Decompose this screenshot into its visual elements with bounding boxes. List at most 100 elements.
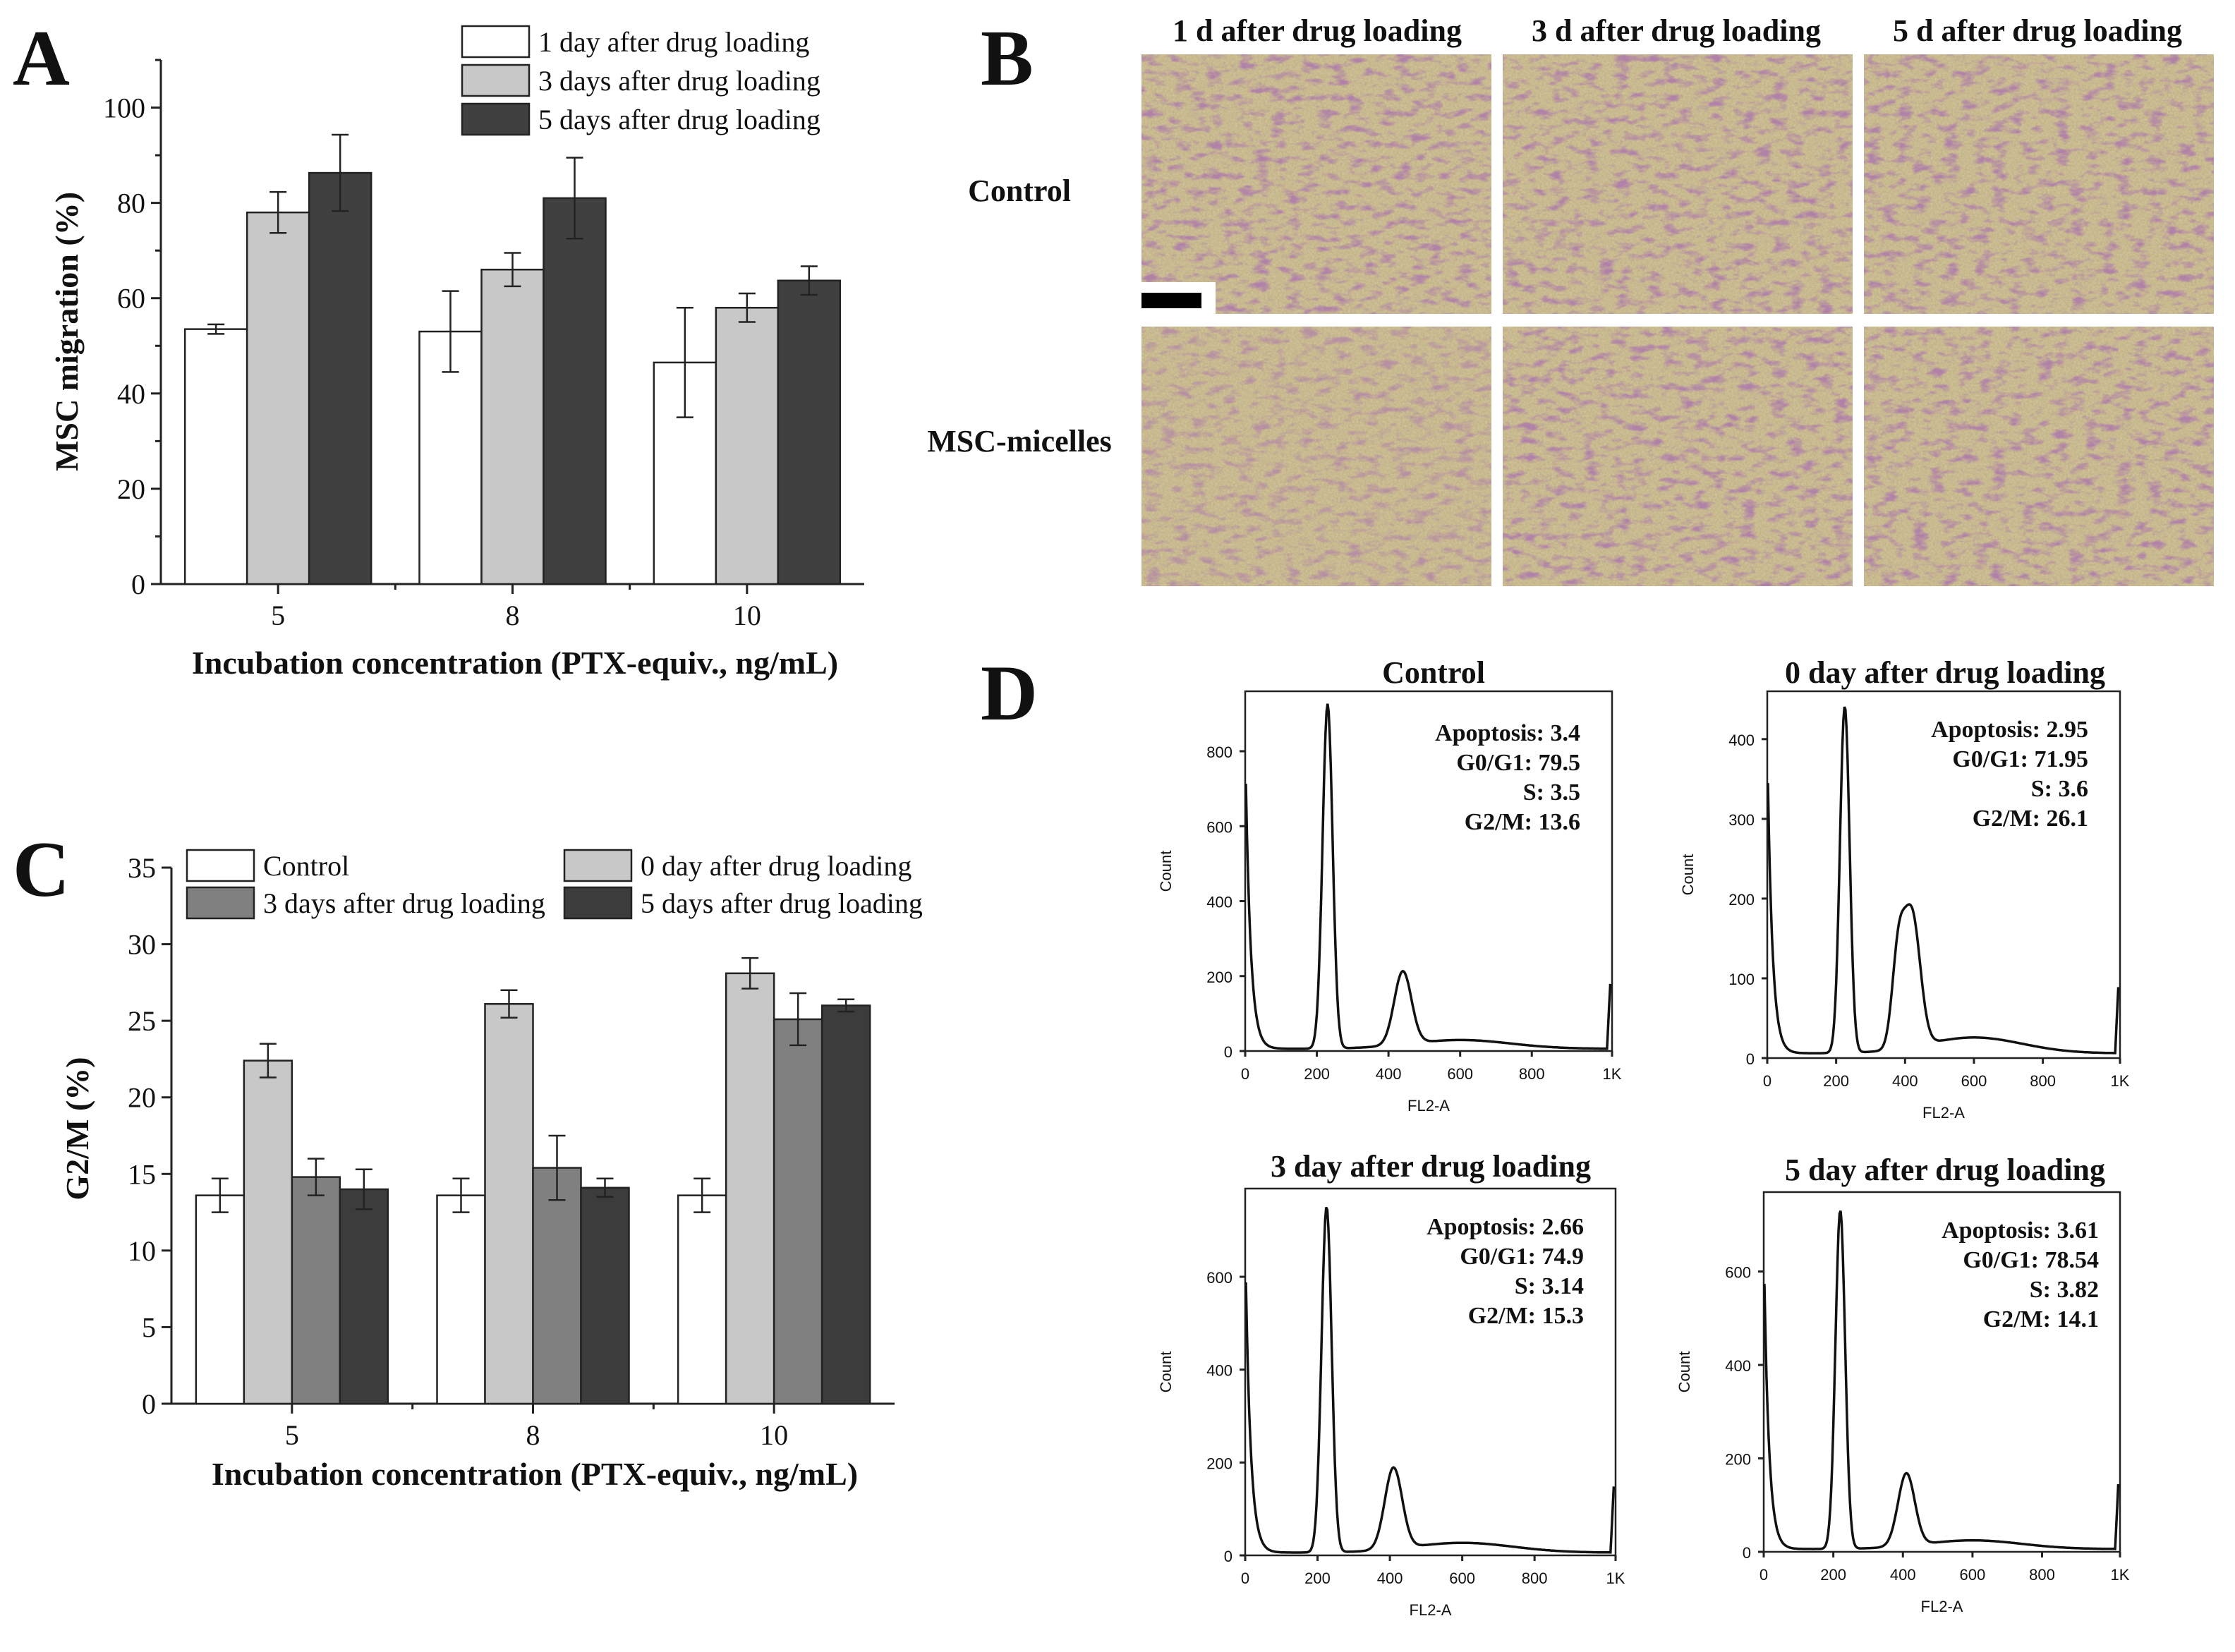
bar — [195, 1194, 246, 1405]
phase-stat: G0/G1: 79.5 — [1456, 750, 1580, 776]
legend-label: 3 days after drug loading — [538, 65, 820, 97]
bar — [677, 1194, 727, 1405]
x-tick-label: 800 — [2030, 1072, 2056, 1090]
histogram-curve — [1244, 1206, 1616, 1554]
histogram-xlabel: FL2-A — [1921, 1598, 1963, 1615]
y-tick-label: 400 — [1728, 731, 1755, 749]
phase-stat: S: 3.82 — [2030, 1277, 2099, 1303]
phase-stat: S: 3.14 — [1515, 1273, 1584, 1299]
bar — [291, 1176, 341, 1405]
panel-b-row-label-micelles: MSC-micelles — [927, 424, 1111, 458]
histogram-plot: Control 0 200 400 600 800 0 200 400 600 800 1K FL2-A… — [1157, 655, 1622, 1115]
panel-b-col-title-1: 1 d after drug loading — [1173, 13, 1462, 48]
y-tick-label: 0 — [1743, 1544, 1751, 1562]
bar — [183, 328, 248, 585]
y-tick-label: 200 — [1206, 968, 1232, 986]
y-tick-label: 200 — [1206, 1454, 1232, 1472]
histogram-ylabel: Count — [1157, 851, 1175, 892]
histogram-title: Control — [1382, 655, 1485, 690]
legend-swatch — [186, 886, 255, 920]
y-tick-label: 100 — [1728, 971, 1755, 988]
histogram-curve — [1244, 703, 1612, 1050]
phase-stat: G2/M: 26.1 — [1973, 806, 2088, 832]
micrograph-stain — [1141, 54, 1491, 314]
chart-a-legend: 1 day after drug loading 3 days after dru… — [461, 25, 820, 136]
legend-swatch — [563, 886, 633, 920]
bar — [725, 972, 775, 1405]
phase-stat: G2/M: 14.1 — [1983, 1306, 2099, 1332]
x-tick-label: 0 — [1763, 1072, 1771, 1090]
micrograph — [1864, 54, 2214, 314]
legend-swatch — [186, 849, 255, 882]
phase-stat: S: 3.5 — [1523, 779, 1580, 806]
chart-a-axes: 0 20 40 60 80 100 5 8 10 — [103, 59, 864, 631]
bar — [480, 268, 545, 585]
micrograph-stain — [1503, 327, 1853, 586]
y-tick-label: 100 — [103, 92, 145, 124]
legend-label: 5 days after drug loading — [641, 887, 923, 919]
bar — [777, 279, 842, 585]
chart-c-g2m: 0 5 10 15 20 25 30 35 5 8 10 Control 0 day after dr… — [59, 849, 923, 1492]
histogram-ylabel: Count — [1157, 1352, 1175, 1393]
x-tick-label: 400 — [1376, 1065, 1402, 1083]
micrograph-stain — [1503, 54, 1853, 314]
plot-frame — [1762, 1191, 2121, 1553]
chart-c-xlabel: Incubation concentration (PTX-equiv., ng… — [212, 1456, 858, 1492]
x-tick-label: 200 — [1304, 1569, 1331, 1587]
x-tick-label: 1K — [2111, 1566, 2130, 1584]
x-tick-label: 0 — [1759, 1566, 1768, 1584]
phase-stat: Apoptosis: 3.4 — [1435, 720, 1580, 746]
bar — [773, 1018, 823, 1405]
y-tick-label: 0 — [1746, 1050, 1755, 1068]
panel-b-col-title-3: 5 d after drug loading — [1893, 13, 2182, 48]
x-tick-label: 400 — [1377, 1569, 1403, 1587]
x-tick-label: 1K — [1603, 1065, 1622, 1083]
x-tick-label: 0 — [1241, 1065, 1249, 1083]
panel-b-image-grid — [1141, 54, 2214, 586]
panel-b-micrographs: 1 d after drug loading 3 d after drug lo… — [927, 13, 2214, 586]
y-tick-label: 200 — [1728, 891, 1755, 909]
y-tick-label: 200 — [1725, 1451, 1751, 1469]
bar — [418, 330, 483, 585]
y-tick-label: 400 — [1206, 1362, 1232, 1380]
x-tick-label: 5 — [271, 600, 285, 631]
histogram-plot: 0 day after drug loading 0 100 200 300 400 0 20… — [1679, 655, 2130, 1122]
chart-c-ylabel-text: G2/M (%) — [59, 1057, 95, 1200]
phase-stat: G0/G1: 71.95 — [1952, 746, 2088, 772]
panel-letter-a: A — [13, 15, 70, 102]
legend-label: 3 days after drug loading — [263, 887, 545, 919]
panel-letter-d: D — [981, 650, 1038, 737]
histogram-plot: 3 day after drug loading 0 200 400 600 0 200 40… — [1157, 1149, 1625, 1619]
y-tick-label: 0 — [1224, 1043, 1232, 1061]
panel-d-histograms: Control 0 200 400 600 800 0 200 400 600 800 1K FL2-A… — [1157, 655, 2130, 1619]
y-tick-label: 0 — [131, 569, 145, 600]
x-tick-label: 8 — [526, 1419, 540, 1451]
bar — [715, 306, 780, 585]
bar — [580, 1186, 630, 1405]
panel-b-row-label-control: Control — [968, 174, 1071, 208]
phase-stat: G0/G1: 74.9 — [1460, 1244, 1584, 1270]
x-tick-label: 400 — [1890, 1566, 1916, 1584]
bar — [308, 171, 372, 585]
bar — [246, 211, 310, 585]
y-tick-label: 25 — [128, 1005, 156, 1037]
scale-bar — [1141, 293, 1201, 308]
chart-c-axes: 0 5 10 15 20 25 30 35 5 8 10 — [128, 852, 895, 1451]
panel-b-column-titles: 1 d after drug loading 3 d after drug lo… — [1173, 13, 2182, 48]
phase-stat: Apoptosis: 3.61 — [1942, 1217, 2099, 1244]
phase-stat: S: 3.6 — [2031, 776, 2088, 802]
legend-label: 5 days after drug loading — [538, 104, 820, 135]
y-tick-label: 40 — [117, 378, 145, 410]
x-tick-label: 800 — [1519, 1065, 1545, 1083]
phase-stat: G2/M: 15.3 — [1468, 1303, 1584, 1329]
micrograph — [1864, 327, 2214, 586]
chart-a-migration: 0 20 40 60 80 100 5 8 10 1 day after drug loadin… — [49, 25, 864, 681]
y-tick-label: 0 — [1224, 1548, 1232, 1565]
x-tick-label: 200 — [1820, 1566, 1846, 1584]
x-tick-label: 200 — [1823, 1072, 1849, 1090]
x-tick-label: 5 — [285, 1419, 299, 1451]
x-tick-label: 1K — [1606, 1569, 1625, 1587]
x-tick-label: 0 — [1241, 1569, 1249, 1587]
legend-swatch — [461, 102, 531, 136]
y-tick-label: 5 — [142, 1311, 156, 1343]
